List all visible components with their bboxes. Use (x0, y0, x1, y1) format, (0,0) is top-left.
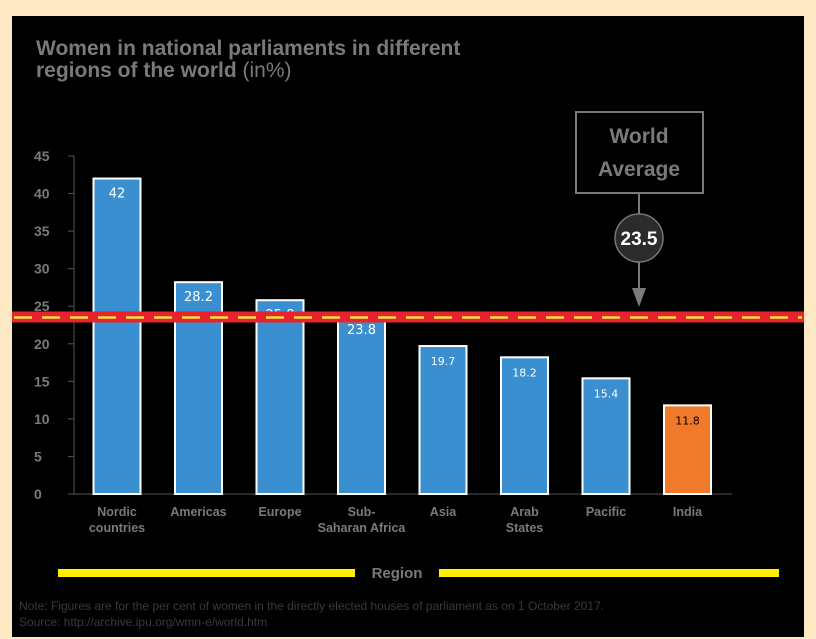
bar (500, 356, 549, 496)
chart-panel: Women in national parliaments in differe… (12, 16, 804, 637)
x-tick-label: Americas (170, 505, 226, 519)
bar (92, 177, 142, 496)
x-tick-label: Sub- (348, 505, 376, 519)
region-bar-left (58, 569, 355, 577)
y-tick-label: 30 (34, 261, 50, 277)
x-tick-label: Asia (430, 505, 457, 519)
bar-value-label: 18.2 (512, 366, 537, 379)
x-tick-label: States (506, 521, 544, 535)
bar (255, 299, 305, 496)
bar-value-label: 23.8 (347, 323, 376, 338)
bar (418, 345, 468, 495)
x-tick-label: Arab (510, 505, 539, 519)
world-average-label-line1: World (609, 125, 668, 148)
bar-value-label: 11.8 (675, 414, 700, 427)
footnote: Note: Figures are for the per cent of wo… (19, 598, 604, 630)
chart-title: Women in national parliaments in differe… (36, 38, 460, 82)
bar-value-label: 28.2 (184, 290, 213, 305)
bar (581, 377, 631, 495)
y-tick-label: 15 (34, 373, 50, 389)
x-tick-label: countries (89, 521, 145, 535)
note-text: Note: Figures are for the per cent of wo… (19, 599, 604, 613)
annotation-arrow-head (632, 288, 646, 307)
bar-chart: 0 5 10 15 20 25 30 35 40 45 42 Nordic countries 28.2 A… (12, 111, 804, 582)
y-tick-label: 40 (34, 186, 50, 202)
y-tick-label: 45 (34, 148, 50, 164)
bar-value-label: 15.4 (594, 387, 619, 400)
x-tick-label: Europe (258, 505, 301, 519)
x-tick-label: Saharan Africa (318, 521, 407, 535)
chart-title-line2: regions of the world (36, 59, 237, 82)
bar (663, 404, 712, 496)
chart-title-line1: Women in national parliaments in differe… (36, 37, 461, 60)
world-average-box (575, 111, 704, 194)
x-tick-label: India (673, 505, 703, 519)
bar (337, 314, 386, 496)
x-axis-title: Region (372, 565, 423, 582)
region-bar-right (439, 569, 779, 577)
y-tick-label: 5 (34, 448, 42, 464)
y-tick-label: 25 (34, 298, 50, 314)
x-tick-label: Pacific (586, 505, 626, 519)
world-average-label-line2: Average (598, 158, 680, 181)
y-tick-label: 35 (34, 223, 50, 239)
chart-title-unit: (in%) (242, 59, 292, 82)
world-average-value: 23.5 (621, 229, 658, 250)
y-tick-label: 10 (34, 411, 50, 427)
bar-value-label: 42 (109, 187, 126, 202)
y-tick-label: 0 (34, 486, 42, 502)
y-tick-label: 20 (34, 336, 50, 352)
bar-value-label: 19.7 (431, 355, 456, 368)
source-text: Source: http://archive.ipu.org/wmn-e/wor… (19, 615, 268, 629)
x-tick-label: Nordic (97, 505, 137, 519)
